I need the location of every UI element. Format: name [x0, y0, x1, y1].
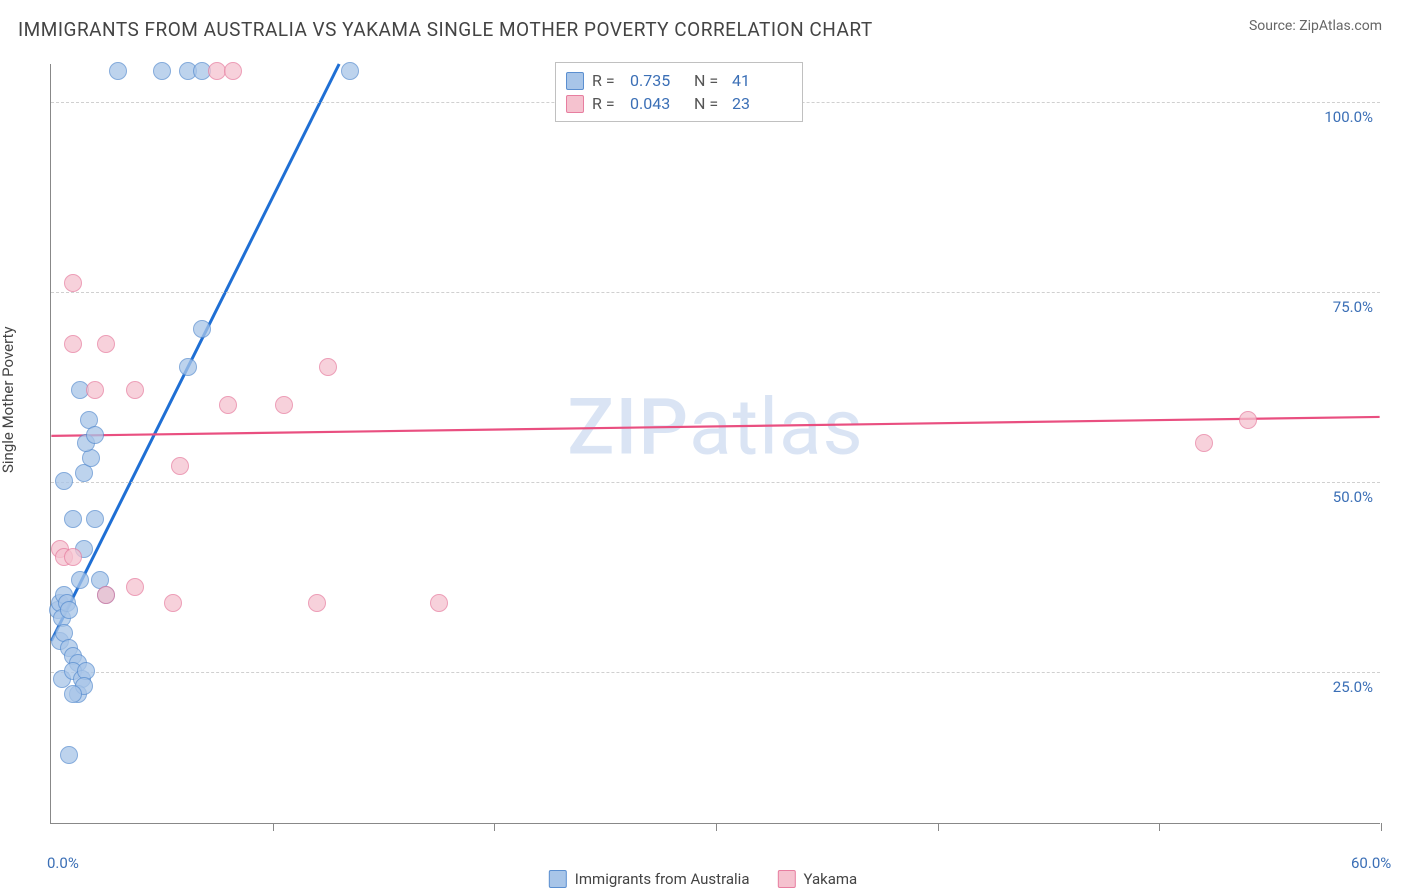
data-point — [86, 381, 104, 399]
watermark: ZIPatlas — [567, 383, 864, 474]
data-point — [193, 320, 211, 338]
regression-line — [51, 417, 1379, 436]
y-tick-label: 50.0% — [1311, 488, 1373, 506]
y-axis-title: Single Mother Poverty — [0, 326, 17, 473]
data-point — [64, 510, 82, 528]
data-point — [308, 594, 326, 612]
x-tick-label: 60.0% — [1351, 854, 1391, 872]
data-point — [219, 396, 237, 414]
series-name: Yakama — [803, 870, 857, 888]
legend-item: Immigrants from Australia — [549, 870, 750, 888]
r-label: R = — [592, 71, 622, 90]
data-point — [60, 601, 78, 619]
regression-lines-layer — [51, 64, 1380, 823]
data-point — [224, 62, 242, 80]
data-point — [275, 396, 293, 414]
x-tick — [273, 823, 274, 831]
gridline-h — [51, 672, 1380, 673]
x-tick — [1159, 823, 1160, 831]
regression-line — [51, 64, 339, 641]
x-tick — [1381, 823, 1382, 831]
n-value: 41 — [732, 71, 788, 90]
data-point — [164, 594, 182, 612]
data-point — [64, 548, 82, 566]
plot-area: ZIPatlas 25.0%50.0%75.0%100.0%0.0%60.0% — [50, 64, 1380, 824]
legend-item: Yakama — [777, 870, 857, 888]
y-tick-label: 100.0% — [1311, 108, 1373, 126]
n-label: N = — [694, 94, 724, 113]
y-tick-label: 25.0% — [1311, 678, 1373, 696]
legend-row: R = 0.043 N = 23 — [566, 92, 788, 115]
data-point — [86, 426, 104, 444]
legend-swatch — [777, 870, 795, 888]
legend-row: R = 0.735 N = 41 — [566, 69, 788, 92]
data-point — [60, 746, 78, 764]
series-legend: Immigrants from Australia Yakama — [549, 870, 857, 888]
data-point — [86, 510, 104, 528]
chart-container: Single Mother Poverty ZIPatlas 25.0% 50.0… — [0, 54, 1406, 892]
n-value: 23 — [732, 94, 788, 113]
r-value: 0.735 — [630, 71, 686, 90]
data-point — [126, 578, 144, 596]
data-point — [97, 335, 115, 353]
n-label: N = — [694, 71, 724, 90]
legend-swatch — [566, 72, 584, 90]
r-label: R = — [592, 94, 622, 113]
correlation-legend: R = 0.735 N = 41 R = 0.043 N = 23 — [555, 62, 803, 122]
chart-title: IMMIGRANTS FROM AUSTRALIA VS YAKAMA SING… — [18, 18, 873, 41]
data-point — [109, 62, 127, 80]
data-point — [55, 472, 73, 490]
r-value: 0.043 — [630, 94, 686, 113]
source-link[interactable]: ZipAtlas.com — [1299, 18, 1382, 34]
data-point — [64, 335, 82, 353]
gridline-h — [51, 482, 1380, 483]
data-point — [179, 358, 197, 376]
data-point — [64, 274, 82, 292]
data-point — [153, 62, 171, 80]
data-point — [1195, 434, 1213, 452]
data-point — [319, 358, 337, 376]
data-point — [71, 571, 89, 589]
y-tick-label: 75.0% — [1311, 298, 1373, 316]
data-point — [341, 62, 359, 80]
legend-swatch — [566, 95, 584, 113]
source-attribution: Source: ZipAtlas.com — [1249, 18, 1382, 34]
data-point — [64, 685, 82, 703]
x-tick — [494, 823, 495, 831]
legend-swatch — [549, 870, 567, 888]
x-tick — [938, 823, 939, 831]
source-prefix: Source: — [1249, 18, 1299, 34]
data-point — [126, 381, 144, 399]
x-tick — [716, 823, 717, 831]
data-point — [171, 457, 189, 475]
gridline-h — [51, 292, 1380, 293]
x-tick-label: 0.0% — [47, 854, 79, 872]
data-point — [1239, 411, 1257, 429]
series-name: Immigrants from Australia — [575, 870, 750, 888]
data-point — [430, 594, 448, 612]
data-point — [97, 586, 115, 604]
